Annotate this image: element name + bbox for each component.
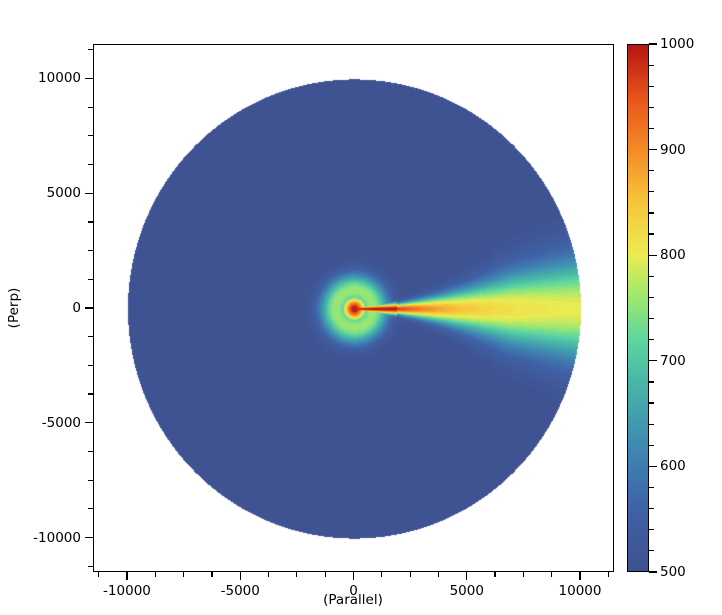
y-tick-minor [88,278,93,280]
x-tick-major [126,572,128,580]
y-tick-minor [88,565,93,567]
colorbar-tick-label: 500 [660,564,686,580]
y-tick-major [85,77,93,80]
colorbar-tick-minor [649,233,654,235]
x-tick-major [466,572,468,580]
x-tick-minor [324,572,326,577]
y-axis-label: (Perp) [6,287,22,329]
x-tick-minor [381,572,383,577]
y-tick-major [85,192,93,194]
y-tick-minor [88,479,93,481]
y-tick-minor [88,221,93,223]
colorbar-tick-minor [649,275,654,277]
colorbar-tick-major [649,254,657,256]
x-tick-minor [551,572,553,577]
x-tick-minor [522,572,524,577]
colorbar-tick-minor [649,85,654,87]
colorbar-tick-minor [649,127,654,130]
x-tick-label: -10000 [103,583,151,599]
colorbar-tick-major [649,43,657,45]
y-tick-minor [88,106,93,108]
colorbar-tick-minor [649,106,654,108]
colorbar-tick-minor [649,317,654,320]
y-tick-minor [88,336,93,338]
y-tick-minor [88,135,93,137]
x-tick-label: 5000 [449,583,484,599]
colorbar[interactable] [627,44,649,572]
y-tick-minor [88,450,93,453]
colorbar-tick-minor [649,212,654,214]
colorbar-gradient [627,44,649,572]
x-tick-label: -5000 [220,583,260,599]
colorbar-tick-minor [649,296,654,299]
colorbar-tick-minor [649,508,654,510]
colorbar-tick-minor [649,64,654,66]
colorbar-tick-minor [649,486,654,489]
x-tick-major [579,572,581,580]
x-tick-major [239,572,241,580]
colorbar-tick-label: 600 [660,458,686,475]
y-tick-label: -5000 [41,414,81,431]
colorbar-tick-major [649,360,657,362]
x-tick-label: 10000 [558,583,602,599]
colorbar-tick-label: 1000 [660,36,695,52]
y-tick-major [85,422,93,424]
colorbar-tick-major [649,571,657,573]
y-tick-minor [88,250,93,252]
colorbar-tick-label: 900 [660,141,686,158]
x-tick-minor [296,572,298,577]
x-tick-minor [154,572,156,577]
x-axis-label: (Parallel) [323,592,383,608]
y-tick-minor [88,393,93,395]
x-tick-major [352,572,355,580]
plot-area[interactable] [93,44,614,572]
colorbar-tick-minor [649,381,654,383]
y-tick-label: -10000 [33,529,81,546]
colorbar-tick-major [649,465,657,467]
x-tick-minor [607,572,609,577]
colorbar-tick-label: 700 [660,352,686,369]
x-tick-minor [494,572,496,577]
x-tick-label: 0 [349,583,358,599]
colorbar-tick-minor [649,550,654,552]
y-tick-minor [88,508,93,510]
heatmap-image [94,45,613,571]
colorbar-tick-minor [649,402,654,404]
x-tick-minor [409,572,411,577]
x-tick-minor [437,572,440,577]
y-tick-minor [88,163,93,166]
y-tick-major [85,307,93,309]
colorbar-tick-minor [649,444,654,446]
y-tick-label: 10000 [38,70,81,87]
colorbar-tick-minor [649,170,654,172]
y-tick-label: 5000 [46,185,81,202]
x-tick-minor [98,572,100,577]
x-tick-minor [267,572,270,577]
colorbar-tick-minor [649,191,654,193]
y-tick-minor [88,49,93,51]
colorbar-tick-major [649,149,657,151]
colorbar-tick-minor [649,339,654,341]
colorbar-tick-minor [649,529,654,531]
y-tick-label: 0 [72,300,81,316]
x-tick-minor [183,572,185,577]
colorbar-tick-minor [649,423,654,425]
x-tick-minor [211,572,213,577]
colorbar-tick-label: 800 [660,247,686,264]
y-tick-minor [88,364,93,366]
y-tick-major [85,536,93,539]
